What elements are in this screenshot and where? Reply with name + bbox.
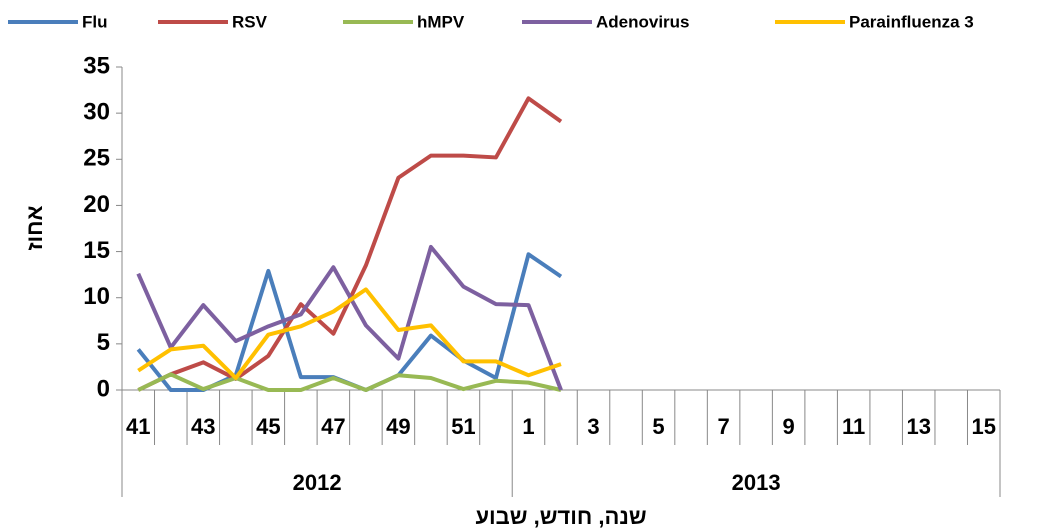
x-tick-label: 3: [587, 414, 599, 439]
y-tick-label: 15: [83, 237, 110, 264]
series-line: [137, 372, 562, 392]
x-axis-title: שנה, חודש, שבוע: [475, 504, 646, 529]
x-tick-label: 11: [842, 414, 865, 439]
x-tick-label: 13: [906, 414, 930, 439]
x-tick-label: 49: [386, 414, 410, 439]
group-label: 2012: [293, 470, 342, 495]
x-tick-label: 47: [321, 414, 345, 439]
x-tick-label: 43: [191, 414, 215, 439]
x-tick-label: 45: [256, 414, 280, 439]
x-tick-label: 1: [522, 414, 534, 439]
series-line: [136, 244, 563, 391]
y-tick-label: 0: [97, 375, 110, 402]
series-line: [136, 252, 563, 392]
y-tick-label: 5: [97, 329, 110, 356]
legend-label: Parainfluenza 3: [849, 12, 974, 31]
series-line: [137, 287, 562, 381]
x-tick-label: 51: [451, 414, 475, 439]
y-axis-title: אחוז: [22, 205, 47, 250]
x-tick-label: 9: [783, 414, 795, 439]
y-tick-label: 20: [83, 191, 110, 218]
y-tick-label: 25: [83, 145, 110, 172]
legend-label: hMPV: [417, 12, 465, 31]
y-tick-label: 30: [83, 98, 110, 125]
group-label: 2013: [732, 470, 781, 495]
legend-label: RSV: [232, 12, 268, 31]
legend-label: Adenovirus: [596, 12, 690, 31]
legend-label: Flu: [82, 12, 108, 31]
x-tick-label: 15: [971, 414, 995, 439]
x-tick-label: 7: [717, 414, 729, 439]
x-tick-label: 5: [652, 414, 664, 439]
x-tick-label: 41: [126, 414, 150, 439]
y-tick-label: 35: [83, 52, 110, 79]
y-tick-label: 10: [83, 283, 110, 310]
